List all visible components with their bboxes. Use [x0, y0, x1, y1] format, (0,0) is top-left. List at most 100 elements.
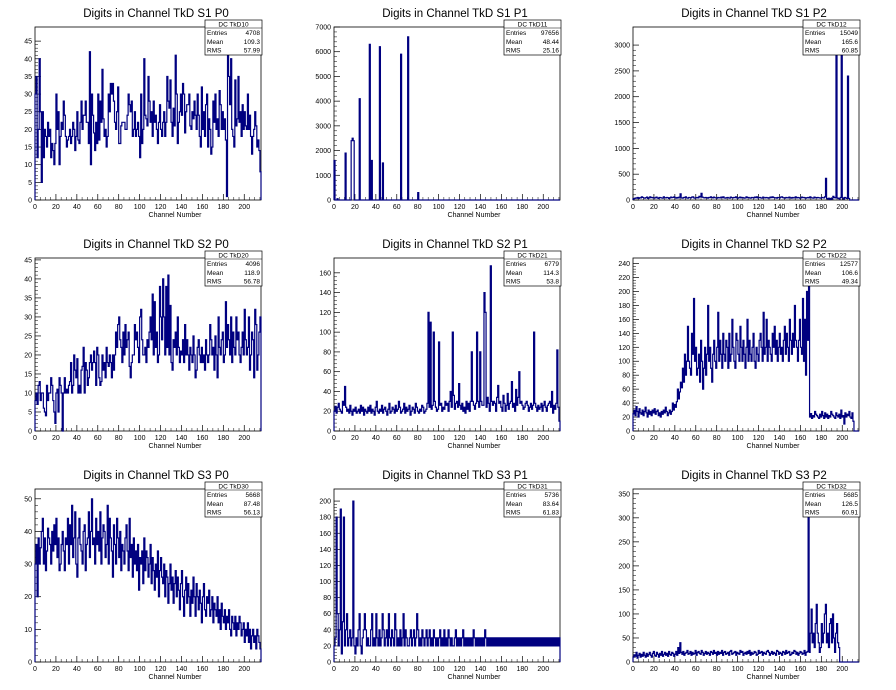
- y-tick-label: 60: [622, 387, 630, 394]
- y-tick-label: 2500: [614, 68, 630, 75]
- x-tick-label: 120: [155, 666, 167, 673]
- stats-label-entries: Entries: [805, 261, 826, 268]
- y-tick-label: 100: [319, 330, 331, 337]
- y-tick-label: 25: [24, 333, 32, 340]
- histogram-series: [632, 26, 859, 201]
- y-tick-label: 4000: [315, 99, 331, 106]
- histogram-series: [34, 274, 262, 432]
- y-tick-label: 80: [622, 373, 630, 380]
- y-tick-label: 0: [626, 198, 630, 205]
- x-tick-label: 0: [631, 204, 635, 211]
- stats-value-rms: 56.13: [244, 510, 261, 517]
- x-tick-label: 100: [732, 666, 744, 673]
- x-tick-label: 20: [351, 666, 359, 673]
- x-tick-label: 180: [217, 435, 229, 442]
- stats-name: DC TkD12: [816, 22, 847, 29]
- x-tick-label: 80: [414, 435, 422, 442]
- x-tick-label: 40: [73, 666, 81, 673]
- stats-label-entries: Entries: [506, 492, 527, 499]
- stats-box: [503, 481, 562, 518]
- stats-box: [204, 481, 263, 518]
- stats-name: DC TkD20: [218, 253, 249, 260]
- x-tick-label: 140: [774, 435, 786, 442]
- y-tick-label: 5: [28, 409, 32, 416]
- x-tick-label: 80: [414, 204, 422, 211]
- y-tick-label: 40: [24, 56, 32, 63]
- histogram-series: [333, 265, 561, 431]
- stats-value-entries: 97656: [541, 30, 559, 37]
- chart-title: Digits in Channel TkD S3 P1: [382, 470, 528, 482]
- x-tick-label: 140: [176, 666, 188, 673]
- y-tick-label: 5: [28, 180, 32, 187]
- y-tick-label: 20: [323, 409, 331, 416]
- stats-name: DC TkD32: [816, 484, 847, 491]
- stats-name: DC TkD11: [518, 22, 548, 29]
- stats-value-rms: 57.99: [244, 48, 261, 55]
- stats-label-rms: RMS: [805, 279, 820, 286]
- x-tick-label: 20: [650, 204, 658, 211]
- stats-value-mean: 126.5: [842, 501, 859, 508]
- x-tick-label: 20: [650, 435, 658, 442]
- y-tick-label: 160: [319, 531, 331, 538]
- x-tick-label: 140: [176, 435, 188, 442]
- x-tick-label: 20: [650, 666, 658, 673]
- histogram-panel-4: Digits in Channel TkD S2 P1 0 20 40 60 80 100 1…: [319, 239, 562, 450]
- x-tick-label: 80: [414, 666, 422, 673]
- x-tick-label: 140: [475, 435, 487, 442]
- y-tick-label: 15: [24, 371, 32, 378]
- stats-label-mean: Mean: [805, 501, 822, 508]
- x-tick-label: 60: [692, 435, 700, 442]
- stats-label-entries: Entries: [805, 30, 826, 37]
- y-tick-label: 0: [626, 660, 630, 667]
- x-tick-label: 0: [33, 435, 37, 442]
- x-tick-label: 120: [454, 666, 466, 673]
- x-tick-label: 40: [372, 204, 380, 211]
- y-tick-label: 5000: [315, 74, 331, 81]
- x-tick-label: 200: [836, 204, 848, 211]
- y-tick-label: 30: [24, 314, 32, 321]
- stats-label-mean: Mean: [506, 39, 523, 46]
- x-tick-label: 180: [217, 666, 229, 673]
- y-tick-label: 500: [618, 172, 630, 179]
- x-axis-label: Channel Number: [448, 674, 502, 681]
- stats-name: DC TkD31: [517, 484, 548, 491]
- x-tick-label: 60: [692, 666, 700, 673]
- histogram-panel-3: Digits in Channel TkD S2 P0 0 5 10 15 20 25 30 3…: [24, 239, 263, 450]
- stats-value-mean: 118.9: [244, 270, 260, 277]
- y-tick-label: 200: [618, 289, 630, 296]
- x-tick-label: 100: [433, 435, 445, 442]
- x-tick-label: 60: [94, 666, 102, 673]
- y-tick-label: 20: [24, 127, 32, 134]
- stats-label-rms: RMS: [207, 510, 222, 517]
- y-tick-label: 0: [626, 429, 630, 436]
- stats-value-rms: 60.85: [842, 48, 859, 55]
- x-tick-label: 120: [753, 435, 765, 442]
- x-tick-label: 60: [692, 204, 700, 211]
- x-tick-label: 120: [155, 204, 167, 211]
- y-tick-label: 180: [319, 515, 331, 522]
- histogram-panel-2: Digits in Channel TkD S1 P20500100015002…: [614, 8, 861, 219]
- stats-value-mean: 48.44: [543, 39, 560, 46]
- x-axis-label: Channel Number: [747, 443, 801, 450]
- y-tick-label: 10: [24, 162, 32, 169]
- x-axis-label: Channel Number: [448, 443, 502, 450]
- x-tick-label: 0: [332, 666, 336, 673]
- stats-label-rms: RMS: [805, 48, 820, 55]
- x-tick-label: 20: [52, 666, 60, 673]
- stats-label-rms: RMS: [506, 48, 521, 55]
- x-tick-label: 160: [197, 204, 209, 211]
- y-tick-label: 140: [319, 290, 331, 297]
- y-tick-label: 6000: [315, 49, 331, 56]
- stats-value-rms: 53.8: [546, 279, 559, 286]
- chart-title: Digits in Channel TkD S2 P0: [83, 239, 229, 251]
- histogram-panel-0: Digits in Channel TkD S1 P0 0 5 10 15 20 25 30 3…: [24, 8, 263, 219]
- stats-value-entries: 5685: [844, 492, 859, 499]
- chart-title: Digits in Channel TkD S3 P2: [681, 470, 827, 482]
- y-tick-label: 300: [618, 515, 630, 522]
- stats-box: [802, 19, 861, 56]
- y-tick-label: 10: [24, 627, 32, 634]
- stats-box: [204, 250, 263, 287]
- stats-name: DC TkD10: [218, 22, 249, 29]
- x-tick-label: 100: [134, 666, 146, 673]
- x-tick-label: 140: [176, 204, 188, 211]
